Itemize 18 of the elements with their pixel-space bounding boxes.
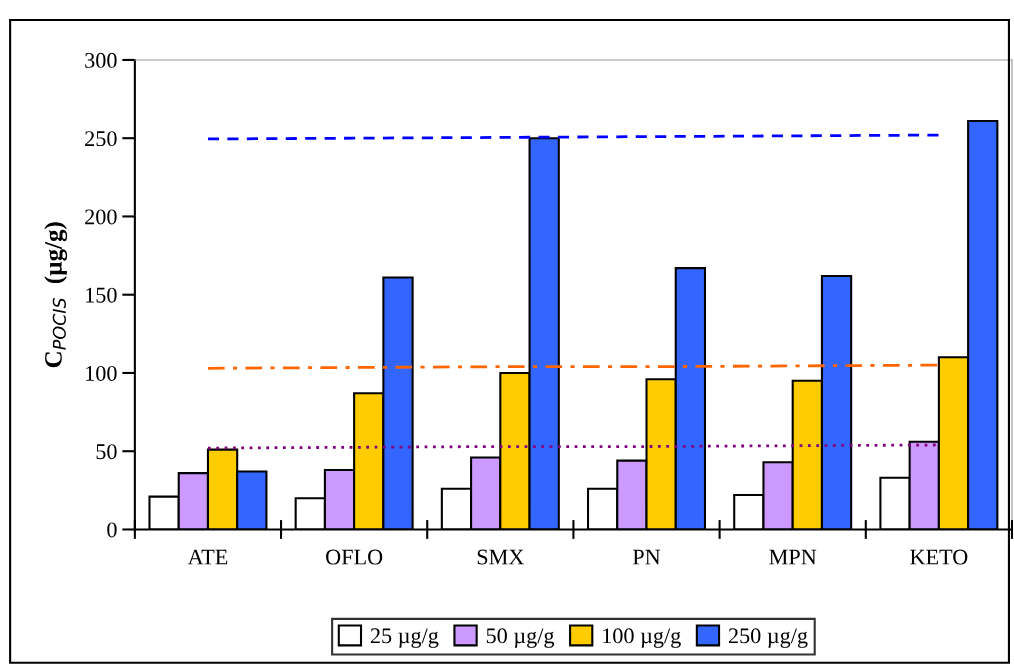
legend-label: 250 µg/g [728, 628, 808, 648]
y-tick-label: 0 [107, 522, 117, 538]
x-tick-label: MPN [769, 549, 817, 565]
legend-label: 50 µg/g [486, 628, 555, 648]
y-tick-label: 300 [85, 52, 117, 68]
y-axis-title: C$_{POCIS}$ (µg/g) [44, 222, 68, 368]
y-tick-label: 50 [96, 444, 117, 460]
y-tick-label: 250 [85, 131, 117, 147]
y-tick-label: 150 [86, 287, 117, 303]
y-tick-label: 200 [85, 209, 117, 225]
x-tick-label: SMX [477, 549, 525, 565]
legend-label: 100 µg/g [603, 628, 681, 648]
x-tick-label: OFLO [326, 549, 383, 565]
x-tick-label: KETO [910, 549, 968, 565]
x-tick-label: ATE [187, 549, 228, 565]
legend-label: 25 µg/g [370, 628, 439, 648]
x-tick-label: PN [632, 549, 661, 565]
y-tick-label: 100 [86, 365, 117, 381]
